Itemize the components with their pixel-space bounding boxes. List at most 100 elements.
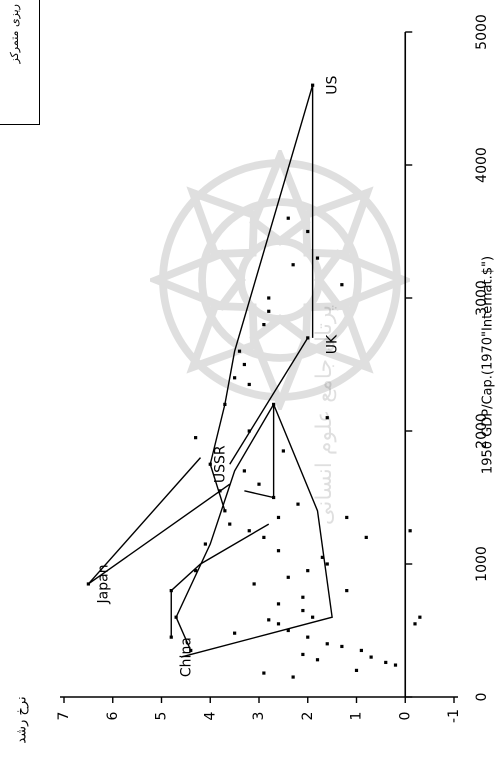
data-point bbox=[345, 589, 349, 593]
data-point bbox=[369, 655, 373, 659]
data-point bbox=[272, 402, 276, 406]
y-tick-label: 4 bbox=[202, 711, 218, 720]
data-point bbox=[208, 462, 212, 466]
data-point bbox=[301, 595, 305, 599]
data-point bbox=[233, 376, 237, 380]
data-point bbox=[311, 83, 315, 87]
connector-line bbox=[209, 85, 314, 465]
x-axis-label: 1950 GDP/Cap.(1970"Internat.$") bbox=[481, 256, 496, 474]
data-point bbox=[267, 618, 271, 622]
connector-line bbox=[229, 337, 309, 465]
data-point bbox=[354, 668, 359, 672]
data-point bbox=[364, 535, 368, 539]
data-point bbox=[325, 562, 329, 566]
y-tick-label: 6 bbox=[105, 711, 121, 720]
data-point bbox=[218, 489, 222, 493]
data-point bbox=[252, 582, 256, 586]
data-point bbox=[242, 469, 246, 473]
data-point bbox=[267, 309, 271, 313]
connector-line bbox=[170, 523, 270, 638]
y-tick-label: 7 bbox=[56, 712, 72, 721]
data-point bbox=[86, 582, 90, 586]
data-point bbox=[267, 296, 271, 300]
data-point bbox=[223, 402, 227, 406]
data-point bbox=[359, 648, 363, 653]
x-tick-label: 1000 bbox=[474, 546, 490, 582]
data-point bbox=[325, 416, 329, 420]
data-point bbox=[242, 362, 246, 367]
corner-stamp-box: ریزی متمرکز bbox=[0, 0, 40, 125]
data-point bbox=[286, 628, 290, 633]
data-point bbox=[320, 555, 324, 559]
annotation-label: Japan bbox=[96, 564, 112, 604]
data-point bbox=[340, 283, 344, 287]
data-point bbox=[272, 495, 276, 500]
y-tick-label: -1 bbox=[446, 709, 462, 723]
data-point bbox=[306, 635, 310, 639]
data-point bbox=[169, 589, 173, 593]
data-point bbox=[262, 323, 266, 327]
x-tick-label: 3000 bbox=[474, 280, 490, 316]
annotation-label: UK bbox=[325, 334, 341, 354]
data-point bbox=[257, 482, 261, 486]
data-point bbox=[301, 652, 305, 657]
y-tick-label: 5 bbox=[154, 712, 170, 721]
data-point bbox=[203, 542, 207, 546]
data-point bbox=[291, 263, 295, 267]
data-point bbox=[286, 216, 290, 220]
x-tick-label: 4000 bbox=[474, 147, 490, 183]
data-point bbox=[286, 575, 290, 579]
annotation-label: China bbox=[178, 637, 194, 677]
data-point bbox=[315, 658, 320, 662]
connector-line bbox=[180, 404, 333, 658]
data-point bbox=[315, 256, 320, 260]
data-point bbox=[393, 663, 398, 667]
y-axis-label: نرخ رشد bbox=[15, 696, 30, 743]
data-point bbox=[311, 615, 315, 619]
data-point bbox=[296, 502, 300, 506]
x-tick-label: 2000 bbox=[474, 413, 490, 449]
data-point bbox=[281, 449, 285, 453]
data-point bbox=[301, 608, 305, 613]
data-point bbox=[306, 336, 310, 340]
data-point bbox=[262, 535, 266, 539]
connector-line bbox=[87, 483, 231, 585]
data-point bbox=[306, 229, 310, 234]
data-point bbox=[247, 382, 251, 387]
data-point bbox=[189, 648, 193, 653]
data-point bbox=[340, 644, 344, 649]
connector-line bbox=[87, 457, 202, 585]
data-point bbox=[169, 635, 173, 639]
data-point bbox=[291, 675, 295, 679]
y-tick-label: 1 bbox=[349, 712, 365, 721]
data-point bbox=[345, 515, 349, 520]
data-point bbox=[262, 671, 266, 675]
data-point bbox=[233, 631, 237, 635]
data-point bbox=[384, 660, 388, 665]
data-point bbox=[325, 642, 329, 646]
data-point bbox=[194, 569, 198, 573]
y-tick-label: 3 bbox=[251, 712, 267, 721]
data-point bbox=[247, 429, 251, 433]
y-tick-label: 2 bbox=[300, 712, 316, 721]
annotation-label: USSR bbox=[213, 445, 229, 483]
data-point bbox=[276, 549, 281, 553]
data-point bbox=[276, 622, 281, 626]
data-point bbox=[194, 436, 198, 440]
data-point bbox=[223, 509, 227, 513]
data-point bbox=[247, 529, 251, 533]
data-point bbox=[276, 515, 281, 520]
y-tick-label: 0 bbox=[397, 712, 413, 721]
data-point bbox=[228, 522, 232, 526]
x-tick-label: 0 bbox=[474, 693, 490, 702]
rosette-watermark-icon bbox=[150, 150, 410, 410]
data-point bbox=[413, 622, 417, 626]
x-tick-label: 5000 bbox=[474, 14, 490, 50]
connector-line bbox=[209, 464, 226, 512]
annotation-label: US bbox=[325, 76, 341, 95]
data-point bbox=[237, 349, 242, 353]
data-point bbox=[276, 602, 281, 606]
connector-line bbox=[175, 404, 275, 651]
